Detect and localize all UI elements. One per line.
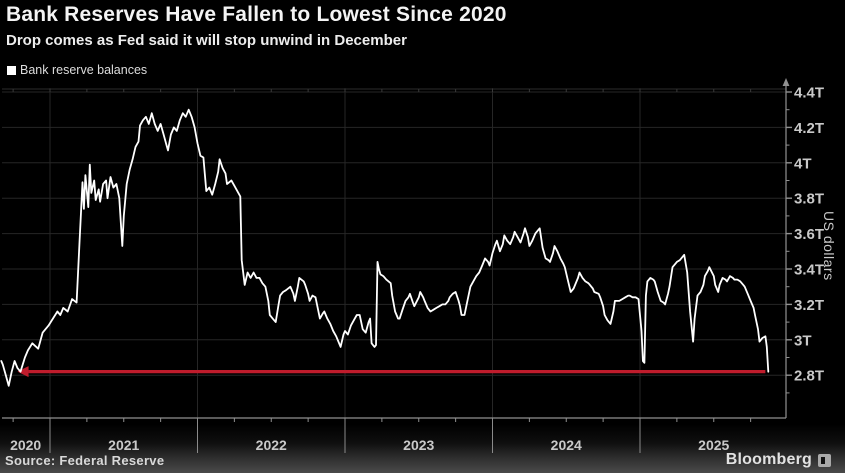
y-tick-label: 3T bbox=[794, 332, 812, 349]
chart-legend: Bank reserve balances bbox=[7, 63, 147, 77]
y-tick-label: 4T bbox=[794, 155, 812, 172]
y-tick-label: 4.2T bbox=[794, 120, 824, 137]
y-axis-arrow-tip bbox=[782, 78, 790, 86]
bloomberg-wordmark: Bloomberg bbox=[725, 451, 812, 468]
footer-gradient bbox=[0, 424, 845, 473]
x-tick-label: 2023 bbox=[403, 437, 434, 453]
x-tick-label: 2025 bbox=[698, 437, 729, 453]
y-axis-unit-label: US dollars bbox=[821, 211, 837, 281]
legend-square-icon bbox=[7, 65, 16, 75]
source-attribution: Source: Federal Reserve bbox=[5, 453, 165, 468]
x-tick-label: 2024 bbox=[551, 437, 582, 453]
y-tick-label: 3.8T bbox=[794, 191, 824, 208]
page-subtitle: Drop comes as Fed said it will stop unwi… bbox=[6, 32, 407, 49]
y-tick-label: 3.4T bbox=[794, 262, 824, 279]
bloomberg-mark-icon bbox=[818, 453, 831, 467]
page-title: Bank Reserves Have Fallen to Lowest Sinc… bbox=[6, 3, 507, 26]
x-tick-label: 2021 bbox=[108, 437, 139, 453]
brand-footer: Bloomberg bbox=[726, 451, 831, 469]
y-tick-label: 3.6T bbox=[794, 226, 824, 243]
lowest-level-arrowhead bbox=[17, 366, 29, 378]
x-tick-label: 2022 bbox=[256, 437, 287, 453]
legend-series-label: Bank reserve balances bbox=[20, 63, 148, 77]
y-tick-label: 3.2T bbox=[794, 297, 824, 314]
y-tick-label: 2.8T bbox=[794, 368, 824, 385]
x-tick-label: 2020 bbox=[10, 437, 41, 453]
reserves-data-line bbox=[0, 108, 770, 387]
y-tick-label: 4.4T bbox=[794, 85, 824, 102]
